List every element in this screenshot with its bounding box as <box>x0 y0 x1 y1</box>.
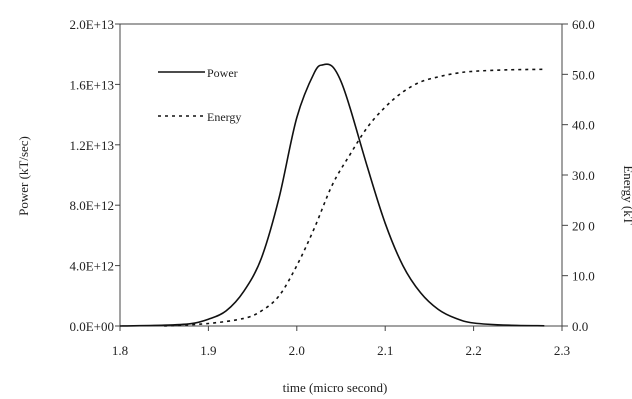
y-right-axis-title: Energy (kT <box>621 165 632 224</box>
y-right-tick-label: 30.0 <box>572 168 595 183</box>
y-left-tick-label: 1.6E+13 <box>69 77 114 92</box>
y-left-axis-title: Power (kT/sec) <box>16 136 31 216</box>
legend-power-label: Power <box>207 66 238 80</box>
y-left-tick-label: 8.0E+12 <box>69 198 114 213</box>
x-axis-title: time (micro second) <box>283 380 388 395</box>
y-right-axis-ticks: 0.0 10.0 20 0 30.0 40.0 50.0 60.0 <box>562 17 595 334</box>
y-right-tick-label: 50.0 <box>572 67 595 82</box>
y-right-tick-label: 20 0 <box>572 218 595 233</box>
y-left-axis-ticks: 0.0E+00 4.0E+12 8.0E+12 1.2E+13 1.6E+13 2.0E+… <box>69 17 120 334</box>
x-tick-label: 1.8 <box>112 343 128 358</box>
legend: Power Energy <box>158 66 241 124</box>
x-tick-label: 2.0 <box>289 343 305 358</box>
x-axis-ticks: 1.8 1.9 2.0 2.1 2.2 2.3 <box>112 326 570 358</box>
y-left-tick-label: 2.0E+13 <box>69 17 114 32</box>
y-right-tick-label: 40.0 <box>572 118 595 133</box>
series-layer <box>119 63 545 327</box>
y-left-tick-label: 1.2E+13 <box>69 138 114 153</box>
x-tick-label: 2.2 <box>465 343 481 358</box>
y-left-tick-label: 4.0E+12 <box>69 259 114 274</box>
x-tick-label: 2.3 <box>554 343 570 358</box>
x-tick-label: 1.9 <box>200 343 216 358</box>
y-right-tick-label: 60.0 <box>572 17 595 32</box>
y-left-tick-label: 0.0E+00 <box>69 319 114 334</box>
x-tick-label: 2.1 <box>377 343 393 358</box>
y-right-tick-label: 0.0 <box>572 319 588 334</box>
legend-energy-label: Energy <box>207 110 241 124</box>
y-right-tick-label: 10.0 <box>572 269 595 284</box>
series-line-energy <box>164 68 545 327</box>
series-line-power <box>119 63 545 327</box>
